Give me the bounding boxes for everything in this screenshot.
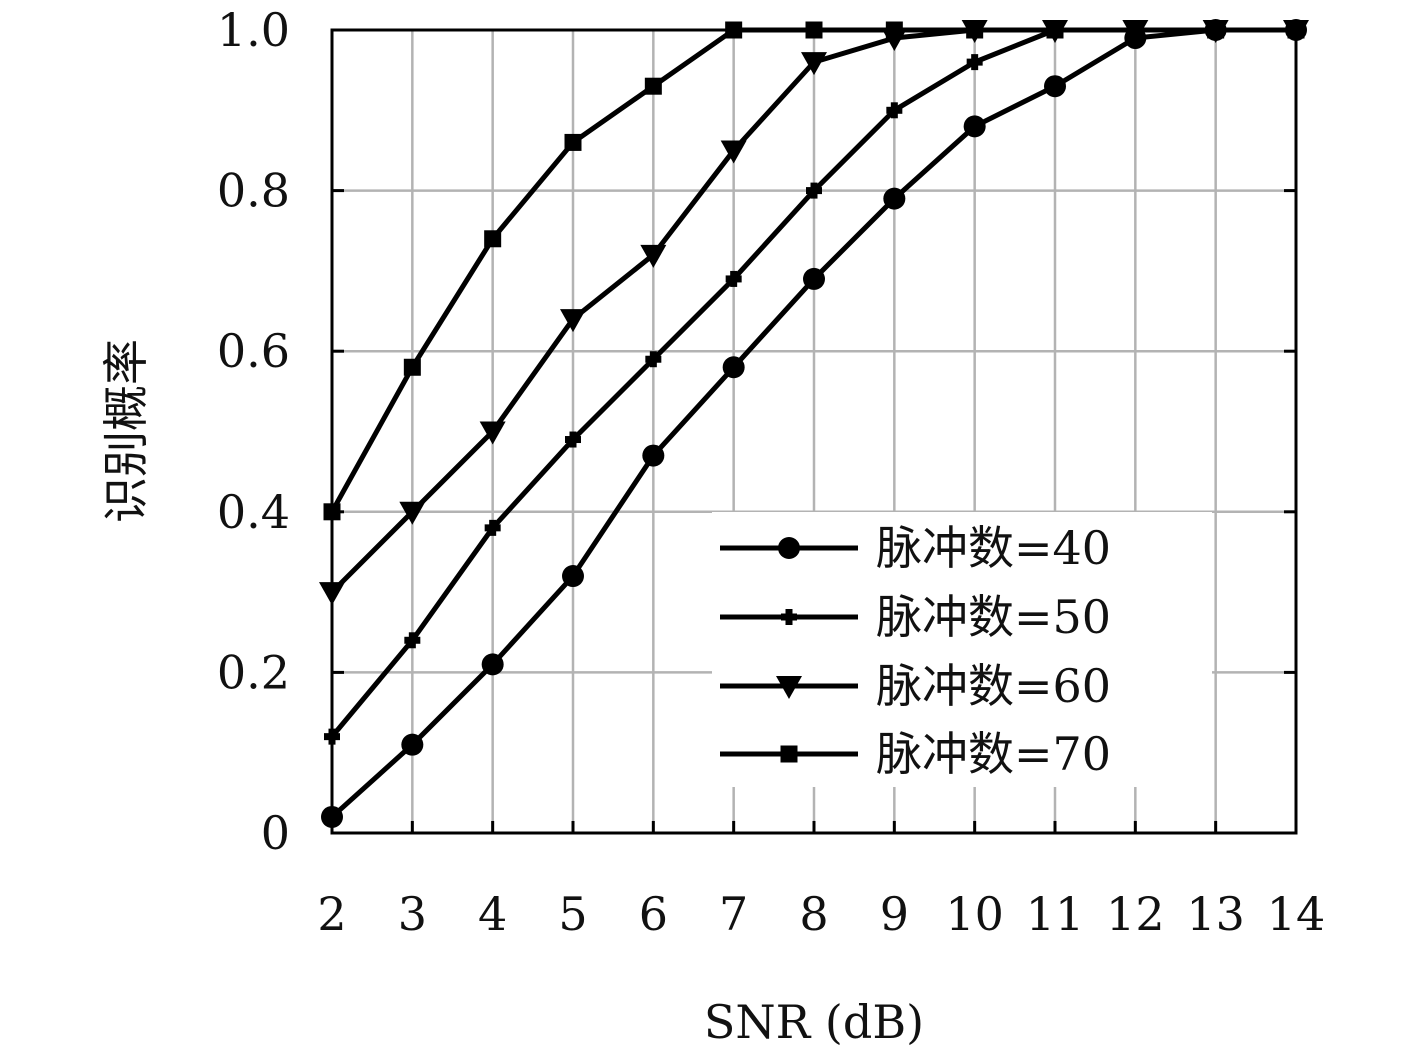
x-tick-label: 6 xyxy=(639,887,668,941)
marker-circle xyxy=(562,565,584,588)
x-axis-label: SNR (dB) xyxy=(704,995,924,1049)
marker-plus-v xyxy=(971,54,979,71)
marker-plus xyxy=(966,54,983,71)
x-tick-label: 11 xyxy=(1026,887,1085,941)
marker-plus-v xyxy=(890,102,898,119)
x-tick-label: 7 xyxy=(719,887,748,941)
marker-triangle-down xyxy=(720,140,747,164)
marker-plus-v xyxy=(649,351,657,368)
legend-label: 脉冲数=60 xyxy=(876,659,1111,713)
marker-circle xyxy=(803,267,825,290)
legend-label: 脉冲数=70 xyxy=(876,727,1111,781)
marker-plus-v xyxy=(810,182,818,199)
x-tick-label: 14 xyxy=(1267,887,1326,941)
marker-plus-v xyxy=(730,270,738,287)
legend-label: 脉冲数=40 xyxy=(876,521,1111,575)
marker-square xyxy=(484,230,502,248)
marker-circle xyxy=(481,653,504,676)
marker-triangle-down xyxy=(479,421,506,445)
x-tick-label: 2 xyxy=(317,887,346,941)
y-tick-label: 1.0 xyxy=(217,3,290,57)
y-tick-label: 0.6 xyxy=(217,324,290,378)
marker-circle xyxy=(963,115,986,138)
x-tick-label: 4 xyxy=(478,887,507,941)
legend-item-3: 脉冲数=60 xyxy=(720,659,1111,713)
marker-circle xyxy=(778,537,800,559)
legend-item-1: 脉冲数=40 xyxy=(720,521,1111,575)
y-axis-label: 识别概率 xyxy=(99,339,153,523)
marker-triangle-down xyxy=(640,244,667,268)
legend: 脉冲数=40 脉冲数=50 脉冲数=60 脉冲数=70 xyxy=(712,512,1212,787)
y-tick-label: 0.4 xyxy=(217,485,290,539)
marker-plus xyxy=(645,351,662,368)
x-tick-label: 3 xyxy=(398,887,427,941)
marker-square xyxy=(780,745,798,763)
marker-plus xyxy=(565,431,581,448)
marker-circle xyxy=(642,444,665,467)
marker-triangle-down xyxy=(560,309,586,333)
marker-circle xyxy=(722,356,745,379)
legend-item-2: 脉冲数=50 xyxy=(720,590,1111,644)
x-tick-label: 9 xyxy=(880,887,909,941)
marker-triangle-down xyxy=(801,52,827,76)
marker-plus xyxy=(806,182,822,199)
y-tick-label: 0 xyxy=(261,806,290,860)
marker-plus-v xyxy=(408,632,416,649)
marker-circle xyxy=(401,733,424,756)
marker-plus-v xyxy=(569,431,577,448)
y-tick-label: 0.2 xyxy=(217,645,290,699)
legend-label: 脉冲数=50 xyxy=(876,590,1111,644)
marker-circle xyxy=(1044,75,1066,98)
marker-plus-v xyxy=(489,519,497,536)
x-tick-label: 13 xyxy=(1186,887,1245,941)
marker-square xyxy=(644,77,662,95)
marker-plus xyxy=(886,102,903,119)
y-tick-label: 0.8 xyxy=(217,164,290,218)
marker-triangle-down xyxy=(776,676,802,699)
legend-background xyxy=(712,512,1212,787)
axis-ticks: 2 3 4 5 6 7 8 9 10 11 12 13 14 0 0.2 0.4 0.6 0.8 1.0 xyxy=(217,3,1325,941)
x-tick-label: 8 xyxy=(799,887,828,941)
marker-plus xyxy=(781,609,797,625)
marker-plus xyxy=(725,270,742,287)
x-tick-label: 5 xyxy=(558,887,587,941)
marker-triangle-down xyxy=(399,501,426,525)
marker-plus xyxy=(484,519,501,536)
legend-item-4: 脉冲数=70 xyxy=(720,727,1111,781)
x-tick-label: 12 xyxy=(1106,887,1165,941)
marker-plus xyxy=(404,632,421,649)
marker-square xyxy=(564,133,582,151)
marker-plus-v xyxy=(785,609,793,625)
marker-circle xyxy=(883,187,906,210)
x-tick-label: 10 xyxy=(945,887,1004,941)
marker-square xyxy=(403,358,421,376)
